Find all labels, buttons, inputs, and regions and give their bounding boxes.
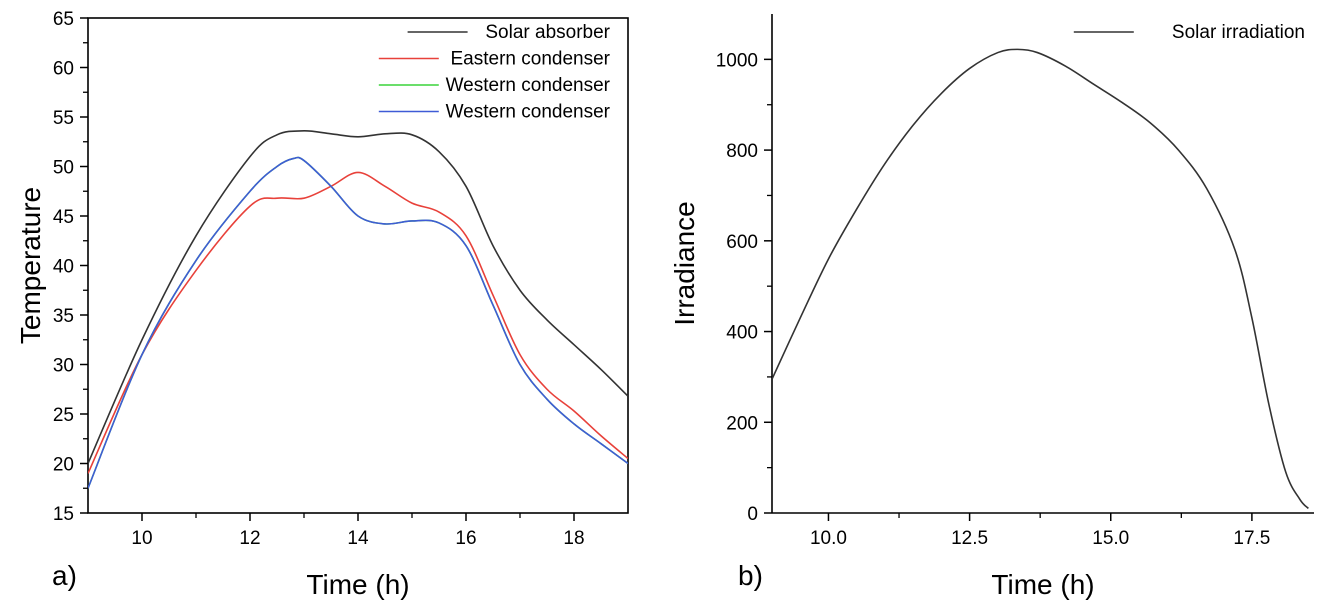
x-tick-label: 17.5 <box>1233 528 1270 549</box>
legend-label-2: Western condenser <box>446 75 611 96</box>
series-line-2 <box>88 156 628 489</box>
x-tick-label: 12.5 <box>951 528 988 549</box>
y-axis-title: Temperature <box>15 187 46 344</box>
legend-label-0: Solar irradiation <box>1172 22 1305 43</box>
y-tick-label: 45 <box>53 207 74 228</box>
y-tick-label: 200 <box>726 413 758 434</box>
legend: Solar irradiation <box>1073 22 1305 43</box>
x-axis-title: Time (h) <box>306 569 409 600</box>
legend-label-1: Eastern condenser <box>451 49 611 70</box>
x-tick-label: 18 <box>563 528 584 549</box>
y-tick-label: 15 <box>53 504 74 525</box>
y-tick-label: 30 <box>53 356 74 377</box>
legend-label-0: Solar absorber <box>485 22 610 43</box>
y-tick-label: 55 <box>53 108 74 129</box>
x-tick-label: 10 <box>131 528 152 549</box>
chart-panel-b: 10.0 12.5 15.0 17.5 0 200 400 600 800 1000 Time (h… <box>669 14 1314 600</box>
y-tick-label: 400 <box>726 323 758 344</box>
y-tick-label: 0 <box>747 504 758 525</box>
series-line-0 <box>88 130 628 464</box>
y-tick-label: 25 <box>53 405 74 426</box>
x-tick-label: 14 <box>347 528 369 549</box>
series-line-0 <box>772 48 1309 510</box>
panel-label: b) <box>738 560 763 591</box>
y-axis-title: Irradiance <box>669 201 700 326</box>
series-group <box>88 130 628 489</box>
x-tick-label: 12 <box>239 528 260 549</box>
series-group <box>772 48 1309 510</box>
y-tick-label: 40 <box>53 257 74 278</box>
y-tick-label: 1000 <box>716 50 758 71</box>
x-axis-title: Time (h) <box>991 569 1094 600</box>
series-line-1 <box>88 171 628 474</box>
x-tick-label: 16 <box>455 528 476 549</box>
y-tick-label: 60 <box>53 59 74 80</box>
y-tick-label: 65 <box>53 9 74 30</box>
y-tick-label: 600 <box>726 232 758 253</box>
y-tick-label: 50 <box>53 158 74 179</box>
chart-panel-a: 10 12 14 16 18 15 20 25 30 35 40 45 50 55 60 65 Time (h)… <box>15 9 629 600</box>
x-tick-label: 10.0 <box>810 528 847 549</box>
legend-label-3: Western condenser <box>446 102 611 123</box>
legend: Solar absorber Eastern condenser Western c… <box>378 22 611 123</box>
y-tick-label: 35 <box>53 306 74 327</box>
series-line-3 <box>88 156 628 489</box>
x-tick-label: 15.0 <box>1092 528 1129 549</box>
y-tick-label: 20 <box>53 455 74 476</box>
panel-label: a) <box>52 560 77 591</box>
y-tick-label: 800 <box>726 141 758 162</box>
